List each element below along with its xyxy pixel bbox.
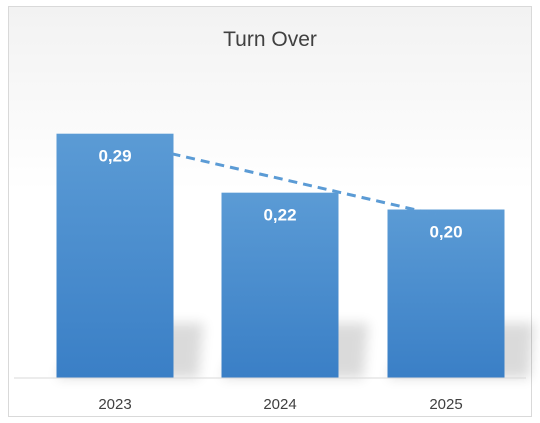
x-tick-label-2025: 2025 xyxy=(429,396,462,413)
bar-2025 xyxy=(387,209,505,378)
bar-2024 xyxy=(221,192,339,378)
trendline xyxy=(171,152,437,216)
chart-title: Turn Over xyxy=(223,28,317,51)
data-label-2024: 0,22 xyxy=(263,206,296,225)
data-label-2023: 0,29 xyxy=(98,147,131,166)
x-tick-label-2023: 2023 xyxy=(98,396,131,413)
bar-2023 xyxy=(56,133,174,378)
x-tick-label-2024: 2024 xyxy=(263,396,296,413)
data-label-2025: 0,20 xyxy=(429,223,462,242)
bars xyxy=(56,133,505,378)
x-tick-labels: 2023 2024 2025 xyxy=(98,396,462,413)
data-labels: 0,29 0,22 0,20 xyxy=(98,147,462,242)
